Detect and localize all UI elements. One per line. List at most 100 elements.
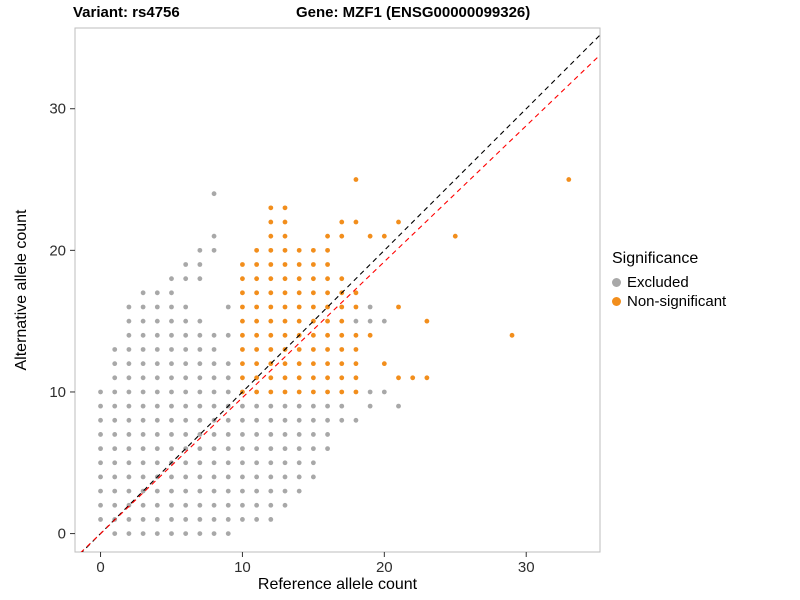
data-point: [310, 247, 316, 253]
data-point: [211, 389, 217, 395]
data-point: [254, 446, 260, 452]
y-tick-label: 0: [58, 526, 66, 543]
data-point: [282, 290, 288, 296]
data-point: [140, 375, 146, 381]
data-point: [353, 361, 359, 367]
data-point: [98, 432, 103, 437]
data-point: [268, 304, 274, 310]
data-point: [112, 361, 118, 367]
data-point: [169, 375, 174, 381]
data-point: [254, 389, 260, 395]
data-point: [353, 389, 359, 395]
data-point: [126, 474, 132, 480]
data-point: [339, 417, 345, 423]
data-point: [126, 446, 132, 452]
data-point: [296, 403, 302, 409]
data-point: [268, 219, 274, 225]
data-point: [140, 417, 146, 423]
data-point: [197, 417, 203, 423]
data-point: [225, 304, 231, 310]
data-point: [154, 502, 160, 508]
data-point: [396, 219, 401, 225]
data-point: [183, 531, 189, 536]
data-point: [310, 403, 316, 409]
data-point: [183, 488, 189, 494]
data-point: [296, 375, 302, 381]
legend-items: Excluded Non-significant: [612, 273, 726, 311]
data-point: [282, 205, 288, 211]
data-point: [169, 276, 174, 282]
data-point: [183, 432, 189, 437]
data-point: [112, 502, 118, 508]
data-point: [353, 304, 359, 310]
data-point: [169, 531, 174, 536]
data-point: [197, 247, 203, 253]
data-point: [254, 488, 260, 494]
data-point: [268, 474, 274, 480]
data-point: [154, 361, 160, 367]
data-point: [240, 276, 245, 282]
data-point: [282, 276, 288, 282]
data-point: [183, 403, 189, 409]
data-point: [325, 389, 330, 395]
data-point: [282, 403, 288, 409]
data-point: [197, 517, 203, 522]
data-point: [211, 332, 217, 338]
data-point: [353, 375, 359, 381]
data-point: [169, 432, 174, 437]
data-point: [154, 347, 160, 352]
data-point: [211, 502, 217, 508]
data-point: [254, 432, 260, 437]
data-point: [268, 517, 274, 522]
data-point: [240, 332, 245, 338]
data-point: [566, 177, 572, 182]
x-tick-label: 30: [518, 559, 535, 576]
data-point: [126, 517, 132, 522]
data-point: [126, 460, 132, 466]
data-point: [268, 205, 274, 211]
data-point: [98, 460, 103, 466]
data-point: [240, 290, 245, 296]
data-point: [197, 502, 203, 508]
data-point: [325, 262, 330, 267]
data-point: [126, 488, 132, 494]
data-point: [282, 474, 288, 480]
data-point: [154, 417, 160, 423]
data-point: [183, 417, 189, 423]
y-tick-label: 30: [49, 101, 66, 118]
data-point: [169, 318, 174, 324]
plot-area: [80, 34, 600, 552]
data-point: [254, 517, 260, 522]
data-point: [325, 247, 330, 253]
data-point: [254, 247, 260, 253]
data-point: [240, 318, 245, 324]
data-point: [126, 361, 132, 367]
data-point: [240, 262, 245, 267]
data-point: [225, 417, 231, 423]
data-point: [268, 375, 274, 381]
data-point: [367, 389, 373, 395]
data-point: [325, 403, 330, 409]
data-point: [126, 304, 132, 310]
data-point: [211, 403, 217, 409]
data-point: [169, 304, 174, 310]
data-point: [296, 247, 302, 253]
data-point: [339, 219, 345, 225]
data-point: [98, 446, 103, 452]
data-point: [339, 276, 345, 282]
data-point: [254, 474, 260, 480]
data-point: [268, 318, 274, 324]
data-point: [282, 233, 288, 239]
data-point: [211, 517, 217, 522]
data-point: [140, 290, 146, 296]
data-point: [367, 332, 373, 338]
legend-item-non-significant: Non-significant: [612, 292, 726, 311]
data-point: [183, 361, 189, 367]
data-point: [197, 531, 203, 536]
data-point: [169, 417, 174, 423]
data-point: [197, 318, 203, 324]
data-point: [268, 347, 274, 352]
data-point: [140, 517, 146, 522]
data-point: [225, 375, 231, 381]
data-point: [211, 446, 217, 452]
